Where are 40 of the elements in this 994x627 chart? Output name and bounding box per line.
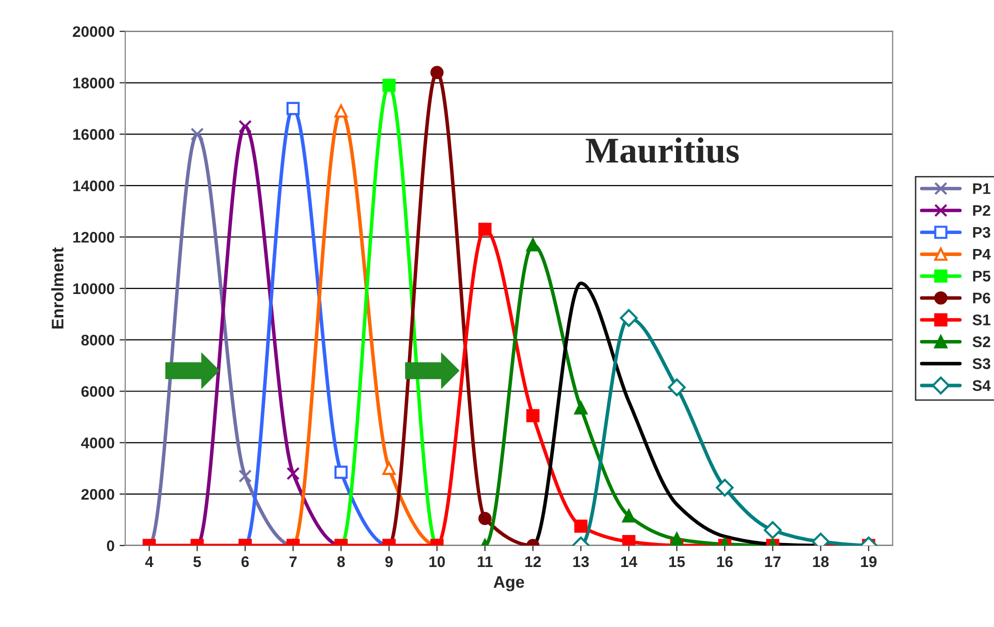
x-tick-label: 9 bbox=[385, 556, 393, 568]
x-axis-title: Age bbox=[494, 576, 524, 592]
x-tick-label: 16 bbox=[717, 556, 733, 568]
y-tick-label: 8000 bbox=[81, 334, 114, 346]
x-tick-label: 12 bbox=[525, 556, 541, 567]
legend-label: S2 bbox=[972, 336, 990, 348]
y-tick-label: 12000 bbox=[73, 232, 114, 243]
x-tick-label: 14 bbox=[621, 556, 638, 567]
x-tick-label: 5 bbox=[193, 556, 202, 568]
x-tick-label: 17 bbox=[765, 556, 781, 567]
y-tick-label: 10000 bbox=[73, 283, 114, 294]
x-tick-label: 13 bbox=[573, 556, 589, 568]
y-tick-label: 6000 bbox=[81, 386, 114, 397]
y-tick-label: 4000 bbox=[81, 438, 114, 448]
y-tick-label: 20000 bbox=[72, 26, 114, 38]
x-tick-label: 19 bbox=[861, 556, 877, 568]
legend-label: S1 bbox=[972, 314, 990, 326]
y-tick-label: 2000 bbox=[81, 488, 114, 500]
x-tick-label: 8 bbox=[337, 556, 345, 568]
x-tick-label: 11 bbox=[478, 556, 493, 567]
y-tick-label: 16000 bbox=[73, 129, 114, 140]
legend-label: P1 bbox=[973, 183, 990, 194]
legend-label: S4 bbox=[972, 380, 991, 391]
legend-label: P4 bbox=[973, 249, 991, 260]
legend-label: P3 bbox=[973, 227, 990, 238]
x-tick-label: 4 bbox=[145, 556, 154, 567]
x-tick-label: 6 bbox=[241, 556, 249, 568]
x-tick-label: 15 bbox=[669, 556, 685, 568]
legend-label: P6 bbox=[973, 292, 990, 304]
text: Mauritius bbox=[586, 137, 739, 163]
x-tick-label: 18 bbox=[813, 556, 829, 568]
legend-label: P5 bbox=[973, 270, 990, 282]
y-tick-label: 18000 bbox=[73, 78, 114, 88]
y-tick-label: 14000 bbox=[73, 180, 114, 192]
x-tick-label: 10 bbox=[429, 556, 445, 568]
x-tick-label: 7 bbox=[290, 556, 297, 567]
y-tick-label: 0 bbox=[106, 540, 114, 552]
legend-label: P2 bbox=[973, 205, 990, 216]
y-axis-title: Enrolment bbox=[51, 247, 64, 329]
legend-label: S3 bbox=[972, 358, 990, 370]
